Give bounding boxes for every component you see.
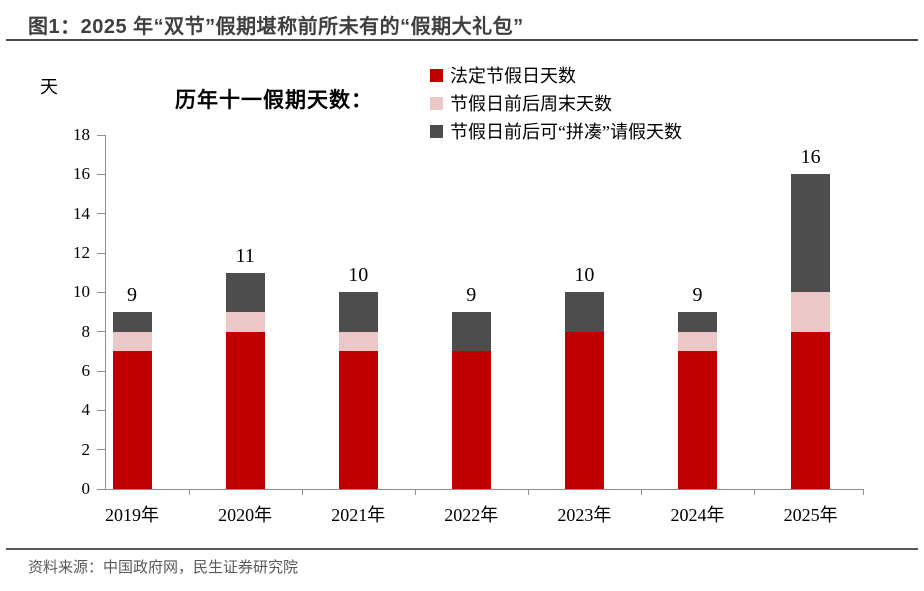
bar-segment-0 — [791, 331, 831, 489]
bar-total-label: 9 — [127, 284, 137, 306]
bar-segment-1 — [791, 292, 831, 332]
bar-segment-1 — [112, 331, 152, 352]
bar-total-label: 11 — [235, 244, 255, 267]
x-axis-category-label: 2024年 — [670, 505, 725, 525]
x-axis-category-label: 2025年 — [783, 505, 838, 525]
title-underline — [6, 39, 918, 41]
y-axis-tick — [97, 488, 105, 490]
bar-segment-1 — [678, 331, 717, 352]
bar-segment-1 — [338, 331, 378, 352]
legend-label-weekend: 节假日前后周末天数 — [450, 94, 612, 114]
bar-segment-2 — [678, 312, 717, 332]
bar-segment-2 — [564, 292, 604, 332]
y-axis-tick-label: 6 — [81, 361, 91, 380]
legend-label-pieced: 节假日前后可“拼凑”请假天数 — [450, 122, 682, 142]
x-axis-tick — [301, 489, 303, 495]
figure-title: 图1：2025 年“双节”假期堪称前所未有的“假期大礼包” — [28, 16, 524, 38]
y-axis-tick — [97, 252, 105, 254]
y-axis-tick-label: 16 — [73, 164, 90, 184]
source-note: 资料来源：中国政府网，民生证券研究院 — [28, 559, 299, 576]
bar-chart-plot: 0 2 4 6 8 10 12 14 16 18 9 2019年 11 2020年 10 2021年 9 2022… — [73, 125, 864, 525]
y-axis-tick-label: 8 — [81, 321, 91, 341]
x-axis-tick — [414, 489, 416, 495]
legend-swatch-pieced — [430, 124, 443, 138]
x-axis-category-label: 2020年 — [218, 505, 273, 525]
bar-total-label: 10 — [348, 264, 369, 287]
y-axis-tick-label: 14 — [73, 203, 90, 223]
bar-segment-0 — [112, 351, 152, 489]
legend-item-legal: 法定节假日天数 — [430, 61, 682, 89]
chart-subtitle: 历年十一假期天数： — [175, 88, 373, 112]
y-axis-tick — [97, 291, 105, 293]
y-axis-tick-label: 2 — [81, 439, 91, 459]
bar-total-label: 9 — [466, 284, 477, 306]
y-axis-tick — [97, 173, 105, 175]
y-axis-tick — [97, 213, 105, 215]
x-axis-tick — [640, 489, 642, 495]
x-axis-category-label: 2023年 — [557, 505, 612, 525]
y-axis-tick — [97, 449, 105, 451]
legend-swatch-legal — [430, 68, 443, 82]
y-axis-tick-label: 10 — [73, 282, 90, 302]
y-axis-tick-label: 12 — [73, 243, 90, 262]
y-axis-tick-label: 4 — [81, 400, 91, 420]
legend-item-weekend: 节假日前后周末天数 — [430, 89, 682, 117]
bar-segment-0 — [564, 331, 604, 489]
x-axis-tick — [754, 489, 756, 495]
bar-segment-1 — [225, 312, 265, 332]
y-axis-tick — [97, 409, 105, 411]
chart-legend: 法定节假日天数 节假日前后周末天数 节假日前后可“拼凑”请假天数 — [430, 61, 682, 145]
x-axis-category-label: 2021年 — [331, 505, 386, 525]
legend-item-pieced: 节假日前后可“拼凑”请假天数 — [430, 117, 682, 145]
bar-segment-2 — [451, 312, 491, 352]
bar-segment-2 — [791, 174, 831, 293]
bar-segment-2 — [112, 312, 152, 332]
y-axis-tick — [97, 370, 105, 372]
x-axis-tick — [527, 489, 529, 495]
y-axis-tick — [97, 134, 105, 136]
bar-segment-0 — [451, 351, 491, 489]
y-axis-tick-label: 18 — [73, 125, 90, 144]
bar-total-label: 10 — [574, 264, 595, 287]
bar-segment-0 — [225, 331, 265, 489]
bar-segment-0 — [678, 351, 717, 489]
x-axis-tick — [188, 489, 190, 495]
x-axis-category-label: 2022年 — [444, 505, 499, 525]
legend-swatch-weekend — [430, 96, 443, 110]
bar-total-label: 16 — [800, 146, 821, 169]
x-axis-category-label: 2019年 — [105, 505, 159, 525]
bar-segment-2 — [338, 292, 378, 332]
x-axis-tick — [863, 489, 864, 495]
footer-divider — [6, 548, 918, 550]
bar-segment-2 — [225, 272, 265, 312]
y-axis-tick — [97, 331, 105, 333]
bar-total-label: 9 — [692, 284, 703, 306]
bar-segment-0 — [338, 351, 378, 489]
y-axis-tick-label: 0 — [81, 479, 91, 498]
legend-label-legal: 法定节假日天数 — [450, 66, 576, 86]
y-axis-unit-label: 天 — [40, 77, 58, 97]
